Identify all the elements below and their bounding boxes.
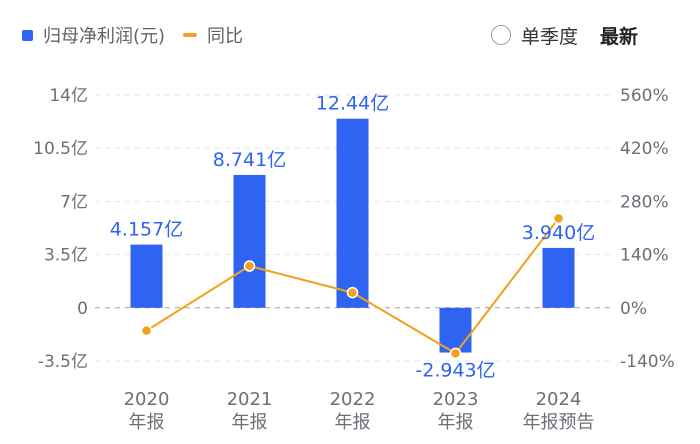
yoy-point: [449, 347, 462, 360]
bar-value-label: 12.44亿: [316, 93, 389, 115]
bar-value-label: -2.943亿: [415, 360, 495, 382]
y-right-tick-label: 280%: [620, 192, 669, 212]
legend-item-yoy[interactable]: 同比: [183, 22, 243, 48]
y-right-tick-label: 0%: [620, 299, 647, 319]
legend: 归母净利润(元) 同比: [22, 20, 261, 50]
yoy-point: [552, 212, 565, 225]
quarterly-toggle-label[interactable]: 单季度: [520, 25, 578, 48]
y-left-tick-label: 7亿: [60, 192, 88, 212]
bar-swatch-icon: [22, 29, 33, 41]
y-left-tick-label: 10.5亿: [33, 139, 88, 159]
x-category-label: 2021: [227, 389, 273, 410]
bar: [336, 118, 369, 308]
bar-value-label: 8.741亿: [213, 149, 286, 171]
y-right-tick-label: 560%: [620, 86, 669, 106]
line-swatch-icon: [183, 33, 198, 37]
x-category-sublabel: 年报: [335, 412, 371, 433]
y-right-tick-label: 140%: [620, 246, 669, 266]
y-left-tick-label: -3.5亿: [38, 352, 88, 372]
yoy-point: [140, 324, 153, 337]
y-right-tick-label: -140%: [620, 352, 675, 372]
y-right-tick-label: 420%: [620, 139, 669, 159]
x-category-sublabel: 年报: [232, 412, 268, 433]
x-category-sublabel: 年报: [129, 412, 165, 433]
latest-button[interactable]: 最新: [599, 25, 638, 48]
bar: [542, 247, 575, 308]
bar: [439, 307, 472, 353]
yoy-point: [346, 286, 359, 299]
y-left-tick-label: 3.5亿: [44, 246, 88, 266]
x-category-label: 2024: [536, 389, 582, 410]
x-category-label: 2022: [330, 389, 376, 410]
bar-value-label: 4.157亿: [110, 219, 183, 241]
x-category-label: 2023: [433, 389, 479, 410]
legend-label-profit: 归母净利润(元): [43, 26, 166, 47]
legend-label-yoy: 同比: [207, 26, 244, 47]
bar-value-label: 3.940亿: [522, 222, 595, 244]
y-left-tick-label: 14亿: [49, 86, 88, 106]
y-left-tick-label: 0: [77, 299, 88, 319]
chart-controls: 单季度 最新: [490, 18, 638, 52]
x-category-label: 2020: [124, 389, 170, 410]
x-category-sublabel: 年报预告: [523, 412, 595, 433]
bar: [130, 244, 163, 308]
x-category-sublabel: 年报: [438, 412, 474, 433]
legend-item-profit[interactable]: 归母净利润(元): [22, 22, 165, 48]
bar: [233, 174, 266, 308]
yoy-point: [243, 260, 256, 272]
quarterly-radio-icon[interactable]: [490, 25, 511, 45]
